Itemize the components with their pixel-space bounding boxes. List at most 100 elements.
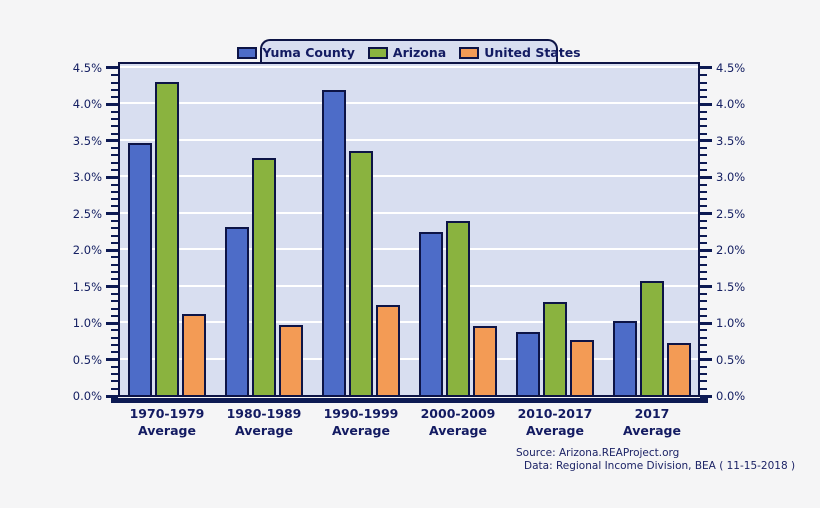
y-axis-major-tick — [700, 212, 712, 216]
category-period: 2010-2017 — [517, 406, 593, 421]
gridline — [120, 175, 698, 178]
bar-arizona — [543, 302, 567, 395]
y-axis-minor-tick — [111, 227, 118, 230]
gridline — [120, 138, 698, 141]
gridline — [120, 102, 698, 105]
y-axis-major-tick — [700, 285, 712, 289]
y-axis-minor-tick — [700, 292, 707, 295]
y-axis-major-tick — [700, 139, 712, 143]
category-average: Average — [138, 423, 196, 438]
y-axis-minor-tick — [700, 132, 707, 135]
y-axis-minor-tick — [111, 234, 118, 237]
bar-yuma-county — [613, 321, 637, 395]
y-axis-minor-tick — [111, 117, 118, 120]
source-line: Source: Arizona.REAProject.org — [516, 447, 680, 459]
bar-arizona — [349, 151, 373, 395]
y-axis-major-tick — [106, 175, 118, 179]
y-axis-tick-label: 0.0% — [72, 389, 102, 403]
y-axis-major-tick — [106, 321, 118, 325]
y-axis-minor-tick — [700, 380, 707, 383]
y-axis-major-tick — [106, 212, 118, 216]
y-axis-minor-tick — [700, 365, 707, 368]
legend-item-yuma-county: Yuma County — [237, 45, 355, 60]
y-axis-minor-tick — [111, 278, 118, 281]
category-average: Average — [623, 423, 681, 438]
gridline — [120, 248, 698, 251]
y-axis-minor-tick — [700, 387, 707, 390]
x-axis-category-label: 2010-2017 Average — [500, 405, 610, 439]
y-axis-minor-tick — [111, 205, 118, 208]
y-axis-minor-tick — [700, 227, 707, 230]
y-axis-minor-tick — [111, 161, 118, 164]
category-average: Average — [235, 423, 293, 438]
legend-label: Arizona — [392, 45, 447, 60]
y-axis-minor-tick — [111, 169, 118, 171]
y-axis-minor-tick — [111, 88, 118, 91]
bar-united-states — [376, 305, 400, 395]
y-axis-minor-tick — [111, 336, 118, 339]
y-axis-tick-label: 2.0% — [72, 243, 102, 258]
bar-yuma-county — [322, 90, 346, 395]
gridline — [120, 357, 698, 360]
y-axis-major-tick — [106, 248, 118, 252]
y-axis-minor-tick — [111, 241, 118, 244]
bar-united-states — [667, 343, 691, 395]
source-note: Source: Arizona.REAProject.org Data: Reg… — [516, 447, 795, 473]
legend-swatch-icon — [237, 46, 258, 59]
y-axis-major-tick — [700, 394, 712, 398]
y-axis-minor-tick — [111, 387, 118, 390]
y-axis-minor-tick — [111, 314, 118, 317]
y-axis-minor-tick — [700, 147, 707, 150]
legend-item-united-states: United States — [459, 45, 581, 60]
gridline — [120, 284, 698, 287]
y-axis-minor-tick — [700, 161, 707, 164]
y-axis-minor-tick — [700, 256, 707, 259]
y-axis-minor-tick — [700, 351, 707, 354]
y-axis-minor-tick — [111, 256, 118, 259]
bar-united-states — [473, 326, 497, 395]
y-axis-tick-label: 0.5% — [716, 352, 746, 367]
y-axis-tick-label: 2.0% — [716, 243, 746, 258]
legend-label: Yuma County — [262, 45, 355, 60]
y-axis-minor-tick — [700, 183, 707, 186]
y-axis-minor-tick — [111, 96, 118, 99]
y-axis-tick-label: 1.0% — [72, 316, 102, 331]
y-axis-major-tick — [700, 102, 712, 106]
y-axis-minor-tick — [111, 154, 118, 157]
bar-united-states — [182, 314, 206, 395]
y-axis-minor-tick — [700, 117, 707, 120]
y-axis-tick-label: 3.0% — [72, 170, 102, 185]
y-axis-minor-tick — [700, 336, 707, 339]
y-axis-minor-tick — [700, 241, 707, 244]
y-axis-minor-tick — [700, 314, 707, 317]
y-axis-major-tick — [700, 66, 712, 70]
y-axis-major-tick — [700, 175, 712, 179]
bar-yuma-county — [419, 232, 443, 395]
y-axis-minor-tick — [700, 110, 707, 113]
y-axis-minor-tick — [111, 271, 118, 274]
y-axis-major-tick — [106, 285, 118, 289]
y-axis-minor-tick — [700, 154, 707, 157]
y-axis-minor-tick — [700, 74, 707, 77]
y-axis-minor-tick — [700, 329, 707, 332]
y-axis-tick-label: 2.5% — [716, 206, 746, 221]
y-axis-minor-tick — [111, 74, 118, 77]
y-axis-minor-tick — [700, 343, 707, 346]
y-axis-minor-tick — [700, 205, 707, 208]
bar-united-states — [570, 340, 594, 395]
y-axis-minor-tick — [111, 343, 118, 346]
y-axis-tick-label: 4.0% — [716, 97, 746, 112]
y-axis-minor-tick — [700, 169, 707, 171]
y-axis-minor-tick — [700, 278, 707, 281]
bar-arizona — [252, 158, 276, 395]
bar-arizona — [155, 82, 179, 395]
y-axis-tick-label: 4.5% — [716, 60, 746, 75]
gridline — [120, 65, 698, 68]
y-axis-minor-tick — [111, 190, 118, 193]
x-axis-category-label: 2000-2009 Average — [403, 405, 513, 439]
y-axis-minor-tick — [111, 183, 118, 186]
y-axis-major-tick — [700, 248, 712, 252]
y-axis-minor-tick — [111, 263, 118, 266]
y-axis-minor-tick — [111, 198, 118, 201]
